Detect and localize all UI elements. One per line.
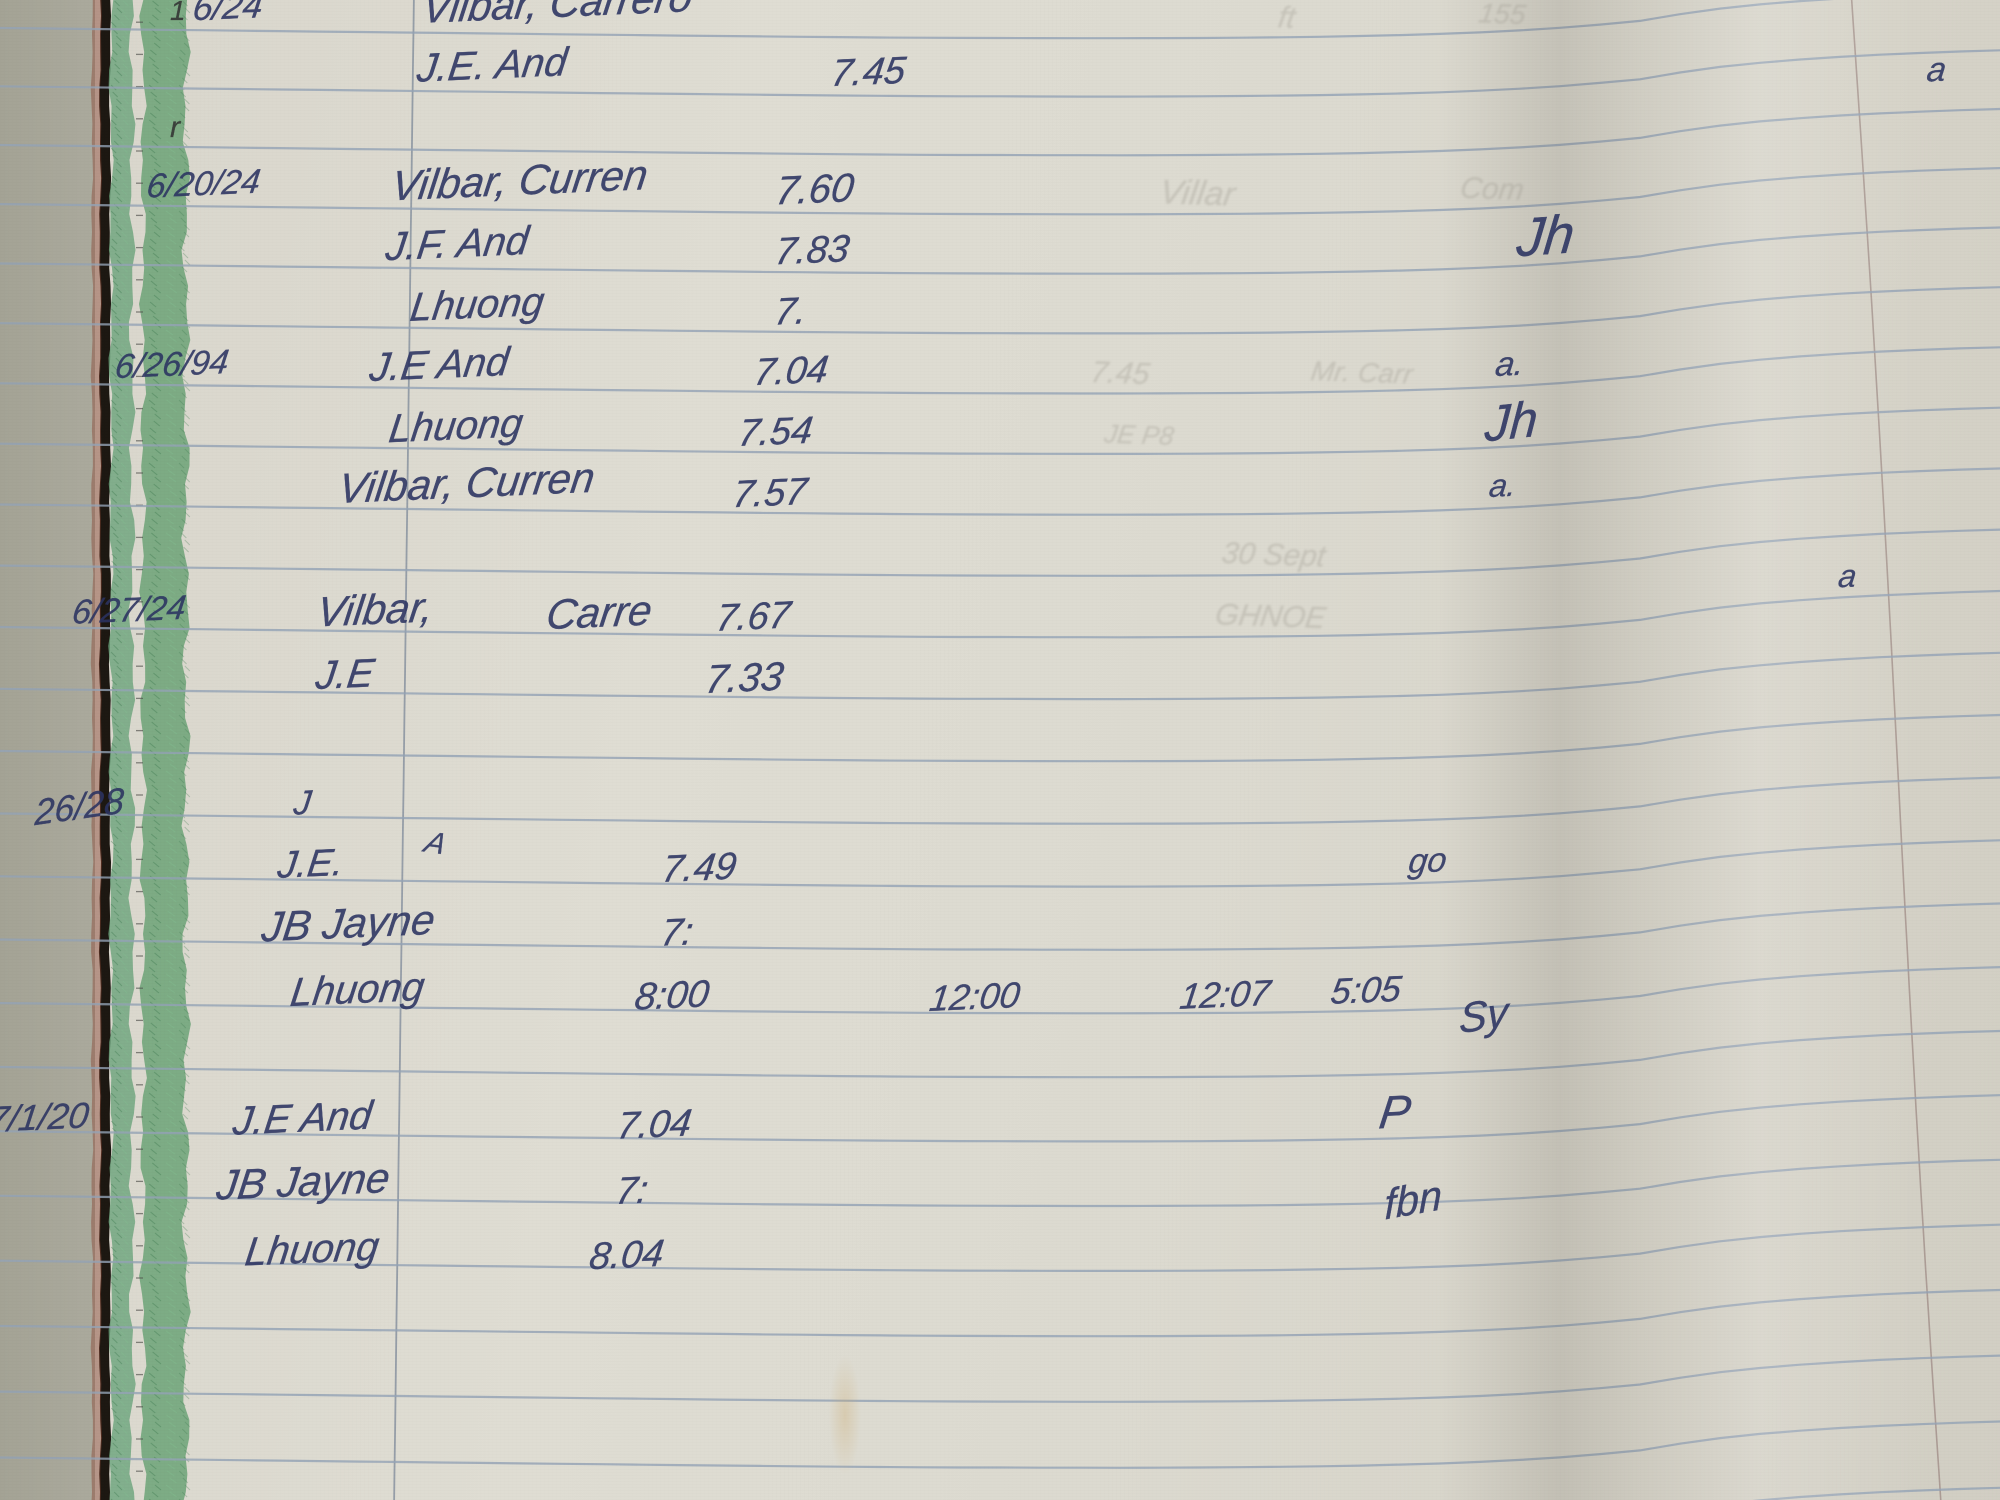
svg-text:7.45: 7.45 <box>829 49 909 95</box>
svg-text:Jh: Jh <box>1513 203 1577 268</box>
svg-text:A: A <box>418 826 450 861</box>
svg-text:Lhuong: Lhuong <box>243 1224 383 1275</box>
svg-text:7:: 7: <box>658 910 695 954</box>
svg-text:Carre: Carre <box>544 587 655 639</box>
svg-text:7.04: 7.04 <box>615 1102 695 1148</box>
svg-text:12:00: 12:00 <box>927 974 1022 1019</box>
svg-text:7:: 7: <box>613 1169 650 1213</box>
svg-text:J.F. And: J.F. And <box>382 218 533 269</box>
svg-text:30 Sept: 30 Sept <box>1220 537 1330 573</box>
svg-text:J: J <box>291 784 315 823</box>
svg-text:7.04: 7.04 <box>751 348 831 394</box>
svg-text:Com: Com <box>1458 172 1526 207</box>
svg-text:6/20/24: 6/20/24 <box>144 163 262 206</box>
svg-text:155: 155 <box>1477 0 1528 30</box>
svg-text:6/24: 6/24 <box>190 0 265 28</box>
svg-text:Vilbar, Carrero: Vilbar, Carrero <box>420 0 696 32</box>
svg-text:8.04: 8.04 <box>587 1232 667 1278</box>
svg-text:Villar: Villar <box>1157 174 1239 214</box>
svg-text:Lhuong: Lhuong <box>408 279 548 330</box>
svg-text:P: P <box>1376 1085 1414 1138</box>
svg-text:7.45: 7.45 <box>1089 356 1152 391</box>
svg-text:a.: a. <box>1487 467 1518 504</box>
svg-text:GHNOE: GHNOE <box>1213 598 1328 635</box>
svg-text:J.E: J.E <box>312 650 378 698</box>
svg-text:J.E And: J.E And <box>366 339 513 390</box>
svg-text:JE P8: JE P8 <box>1102 418 1177 450</box>
svg-text:7.57: 7.57 <box>730 470 811 516</box>
svg-text:7.83: 7.83 <box>773 227 853 273</box>
svg-text:8:00: 8:00 <box>632 972 712 1018</box>
svg-text:J.E.: J.E. <box>274 841 346 887</box>
svg-text:Vilbar, Curren: Vilbar, Curren <box>389 151 651 209</box>
svg-text:26/28: 26/28 <box>33 779 125 833</box>
svg-text:J.E And: J.E And <box>229 1093 376 1144</box>
svg-text:7.60: 7.60 <box>773 165 857 213</box>
svg-text:Lhuong: Lhuong <box>387 400 527 451</box>
svg-text:7.67: 7.67 <box>714 594 795 640</box>
svg-text:7.54: 7.54 <box>736 409 816 455</box>
svg-text:a.: a. <box>1493 345 1526 384</box>
svg-text:5:05: 5:05 <box>1328 968 1404 1012</box>
svg-text:JB Jayne: JB Jayne <box>258 896 438 951</box>
svg-text:J.E. And: J.E. And <box>414 39 572 91</box>
svg-text:fbn: fbn <box>1385 1171 1442 1228</box>
svg-text:Jh: Jh <box>1482 390 1540 453</box>
svg-text:6/27/24: 6/27/24 <box>70 589 188 632</box>
svg-text:1: 1 <box>170 0 186 26</box>
svg-text:7.: 7. <box>772 289 809 333</box>
svg-text:r: r <box>170 111 181 144</box>
svg-text:7/1/20: 7/1/20 <box>0 1095 91 1140</box>
svg-text:12:07: 12:07 <box>1178 972 1275 1017</box>
svg-text:Lhuong: Lhuong <box>288 964 428 1015</box>
svg-text:a: a <box>1925 51 1949 90</box>
svg-text:6/26/94: 6/26/94 <box>113 343 231 386</box>
svg-text:Mr. Carr: Mr. Carr <box>1309 355 1416 389</box>
svg-text:Vilbar, Curren: Vilbar, Curren <box>336 454 598 512</box>
svg-text:7.49: 7.49 <box>660 845 740 891</box>
svg-text:7.33: 7.33 <box>703 654 787 702</box>
svg-text:Sy: Sy <box>1459 988 1512 1043</box>
svg-text:ft: ft <box>1276 1 1299 34</box>
svg-text:Vilbar,: Vilbar, <box>314 584 436 636</box>
svg-text:JB Jayne: JB Jayne <box>213 1154 393 1209</box>
svg-text:a: a <box>1836 558 1859 595</box>
svg-text:go: go <box>1406 841 1449 881</box>
